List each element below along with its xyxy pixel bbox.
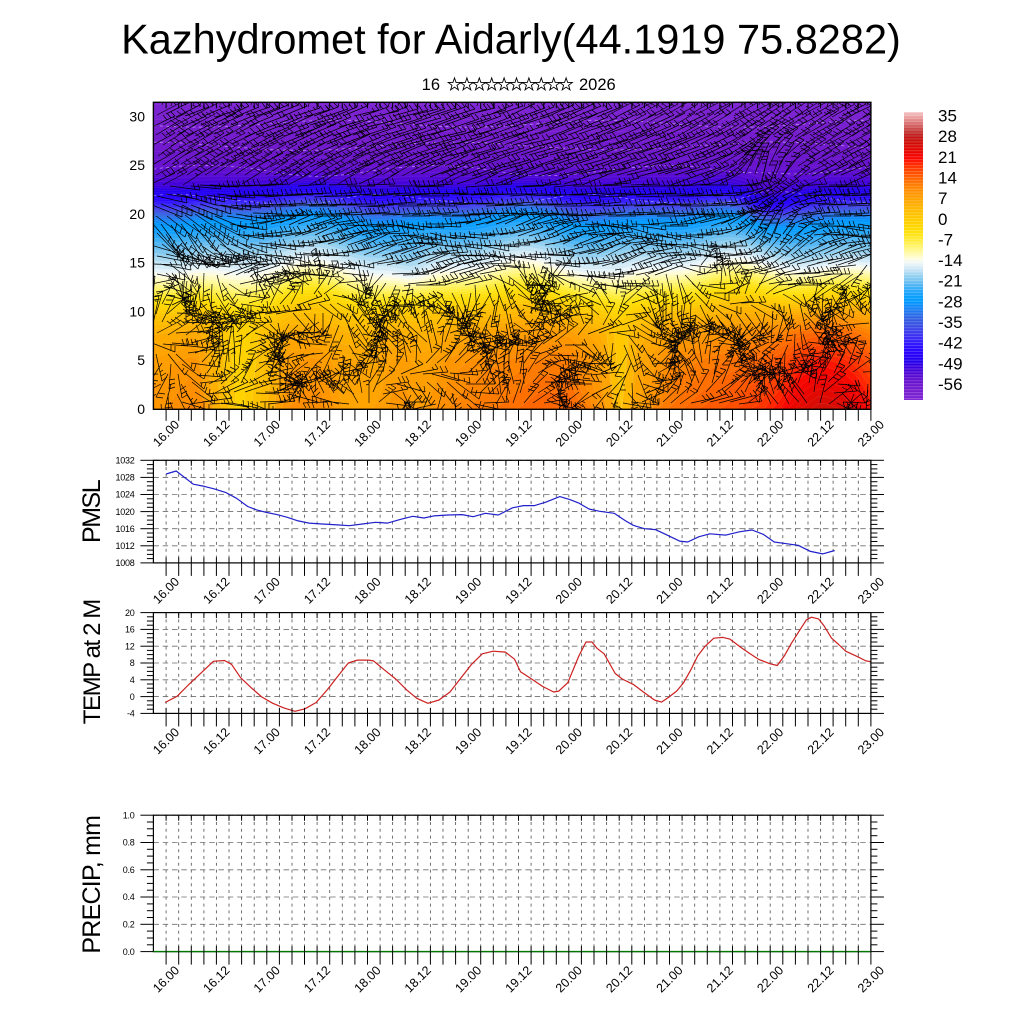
svg-text:15: 15: [129, 255, 145, 271]
svg-text:1032: 1032: [115, 456, 134, 466]
svg-text:TEMP at 2 M: TEMP at 2 M: [79, 600, 106, 725]
svg-text:30: 30: [129, 108, 145, 124]
svg-text:1016: 1016: [115, 524, 134, 534]
svg-text:-42: -42: [938, 334, 963, 353]
svg-text:-56: -56: [938, 375, 963, 394]
svg-text:0: 0: [137, 401, 145, 417]
svg-text:PRECIP, mm: PRECIP, mm: [78, 816, 106, 954]
svg-text:35: 35: [938, 107, 957, 126]
svg-text:0: 0: [938, 210, 947, 229]
svg-text:20: 20: [125, 608, 135, 618]
svg-text:1012: 1012: [115, 541, 134, 551]
svg-text:1028: 1028: [115, 473, 134, 483]
svg-text:1.0: 1.0: [123, 810, 135, 820]
svg-text:0.0: 0.0: [123, 947, 135, 957]
svg-text:0: 0: [130, 692, 135, 702]
svg-text:10: 10: [129, 303, 145, 319]
svg-text:-7: -7: [938, 230, 953, 249]
svg-text:16: 16: [125, 625, 135, 635]
svg-text:Kazhydromet for Aidarly(44.191: Kazhydromet for Aidarly(44.1919 75.8282): [121, 16, 901, 63]
svg-text:2026: 2026: [579, 76, 616, 94]
svg-text:14: 14: [938, 169, 957, 188]
svg-text:7: 7: [938, 189, 947, 208]
svg-text:12: 12: [125, 641, 135, 651]
svg-text:25: 25: [129, 157, 145, 173]
svg-text:PMSL: PMSL: [78, 479, 106, 543]
svg-text:-21: -21: [938, 272, 963, 291]
svg-text:-35: -35: [938, 313, 963, 332]
svg-text:-49: -49: [938, 354, 963, 373]
svg-text:0.8: 0.8: [123, 838, 135, 848]
svg-text:21: 21: [938, 148, 957, 167]
svg-text:1020: 1020: [115, 507, 134, 517]
svg-text:0.2: 0.2: [123, 920, 135, 930]
svg-text:-4: -4: [127, 709, 135, 719]
svg-text:16: 16: [422, 76, 440, 94]
svg-text:1024: 1024: [115, 490, 134, 500]
svg-text:28: 28: [938, 127, 957, 146]
svg-text:0.4: 0.4: [123, 892, 135, 902]
svg-text:5: 5: [137, 352, 145, 368]
svg-text:1008: 1008: [115, 558, 134, 568]
svg-text:4: 4: [130, 675, 135, 685]
svg-text:8: 8: [130, 658, 135, 668]
svg-text:20: 20: [129, 206, 145, 222]
svg-text:-14: -14: [938, 251, 963, 270]
svg-text:0.6: 0.6: [123, 865, 135, 875]
svg-text:-28: -28: [938, 292, 963, 311]
